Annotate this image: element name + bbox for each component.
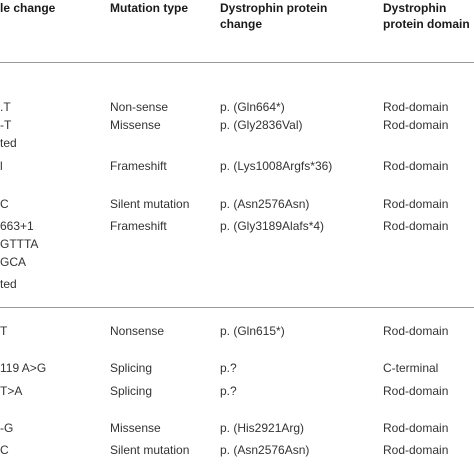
header-protein-domain-line2: protein domain	[383, 17, 470, 31]
cell-mutation-type: Missense	[110, 421, 161, 435]
cell-mutation-type: Silent mutation	[110, 197, 190, 211]
cell-protein-domain: Rod-domain	[383, 443, 449, 457]
cell-nucleotide-change: -G	[0, 421, 14, 435]
cell-protein-change: p. (Gln615*)	[220, 324, 285, 338]
cell-protein-change: p. (Asn2576Asn)	[220, 197, 310, 211]
cell-mutation-type: Splicing	[110, 361, 153, 375]
header-mutation-type: Mutation type	[110, 1, 188, 15]
cell-nucleotide-change: T>A	[0, 384, 23, 398]
table-header: le change Mutation type Dystrophin prote…	[0, 0, 474, 63]
cell-protein-domain: Rod-domain	[383, 384, 449, 398]
cell-protein-domain: Rod-domain	[383, 219, 449, 233]
cell-protein-change: p. (Gln664*)	[220, 100, 285, 114]
cell-nucleotide-change: GCA	[0, 255, 27, 269]
cell-protein-domain: Rod-domain	[383, 118, 449, 132]
cell-mutation-type: Frameshift	[110, 159, 167, 173]
cell-nucleotide-change: T	[0, 324, 8, 338]
cell-mutation-type: Silent mutation	[110, 443, 190, 457]
cell-mutation-type: Missense	[110, 118, 161, 132]
cell-protein-change: p. (His2921Arg)	[220, 421, 305, 435]
header-protein-domain-line1: Dystrophin	[383, 1, 447, 15]
cell-protein-change: p. (Gly2836Val)	[220, 118, 303, 132]
cell-nucleotide-change: C	[0, 443, 9, 457]
header-protein-change-line2: change	[220, 17, 263, 31]
cell-nucleotide-change: C	[0, 197, 9, 211]
cell-nucleotide-change: .T	[0, 100, 11, 114]
cell-protein-domain: Rod-domain	[383, 197, 449, 211]
cell-protein-domain: Rod-domain	[383, 421, 449, 435]
cell-nucleotide-change: ted	[0, 136, 17, 150]
cell-protein-domain: Rod-domain	[383, 324, 449, 338]
cell-protein-change: p.?	[220, 384, 237, 398]
cell-mutation-type: Splicing	[110, 384, 153, 398]
cell-mutation-type: Nonsense	[110, 324, 165, 338]
cell-nucleotide-change: ted	[0, 277, 17, 291]
cell-protein-domain: Rod-domain	[383, 100, 449, 114]
header-nucleotide-change: le change	[0, 1, 56, 15]
cell-protein-change: p. (Lys1008Argfs*36)	[220, 159, 333, 173]
cell-protein-change: p.?	[220, 361, 237, 375]
cell-nucleotide-change: GTTTA	[0, 237, 39, 251]
cell-mutation-type: Non-sense	[110, 100, 169, 114]
cell-mutation-type: Frameshift	[110, 219, 167, 233]
cell-protein-domain: C-terminal	[383, 361, 439, 375]
cell-protein-domain: Rod-domain	[383, 159, 449, 173]
cell-protein-change: p. (Gly3189Alafs*4)	[220, 219, 325, 233]
cell-protein-change: p. (Asn2576Asn)	[220, 443, 310, 457]
cell-nucleotide-change: 119 A>G	[0, 361, 47, 375]
header-protein-change-line1: Dystrophin protein	[220, 1, 328, 15]
table-section-divider	[0, 307, 474, 308]
cell-nucleotide-change: l	[0, 159, 3, 173]
cell-nucleotide-change: -T	[0, 118, 12, 132]
cell-nucleotide-change: 663+1	[0, 219, 34, 233]
